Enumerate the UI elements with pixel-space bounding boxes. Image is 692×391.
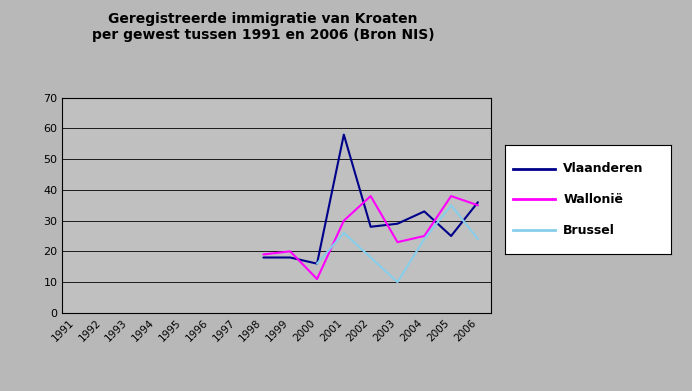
Line: Wallonië: Wallonië bbox=[264, 196, 478, 279]
Wallonië bbox=[447, 194, 455, 198]
Text: Wallonië: Wallonië bbox=[563, 193, 623, 206]
Wallonië bbox=[260, 252, 268, 257]
Vlaanderen bbox=[286, 255, 294, 260]
Text: Vlaanderen: Vlaanderen bbox=[563, 162, 644, 175]
Brussel bbox=[420, 237, 428, 241]
Vlaanderen bbox=[393, 221, 401, 226]
Vlaanderen bbox=[474, 200, 482, 204]
Vlaanderen bbox=[367, 224, 375, 229]
Wallonië bbox=[367, 194, 375, 198]
Vlaanderen bbox=[260, 255, 268, 260]
Vlaanderen bbox=[340, 132, 348, 137]
Text: Brussel: Brussel bbox=[563, 224, 615, 237]
Brussel bbox=[447, 203, 455, 208]
Text: Geregistreerde immigratie van Kroaten
per gewest tussen 1991 en 2006 (Bron NIS): Geregistreerde immigratie van Kroaten pe… bbox=[91, 12, 435, 42]
Wallonië bbox=[340, 218, 348, 223]
Wallonië bbox=[286, 249, 294, 254]
Vlaanderen bbox=[313, 261, 321, 266]
Brussel bbox=[340, 231, 348, 235]
Line: Vlaanderen: Vlaanderen bbox=[264, 135, 478, 264]
Vlaanderen bbox=[447, 234, 455, 239]
Brussel bbox=[474, 237, 482, 241]
Wallonië bbox=[474, 203, 482, 208]
Wallonië bbox=[393, 240, 401, 244]
Wallonië bbox=[420, 234, 428, 239]
Line: Brussel: Brussel bbox=[317, 205, 478, 282]
Brussel bbox=[393, 280, 401, 284]
Vlaanderen bbox=[420, 209, 428, 214]
Wallonië bbox=[313, 277, 321, 282]
Brussel bbox=[313, 261, 321, 266]
